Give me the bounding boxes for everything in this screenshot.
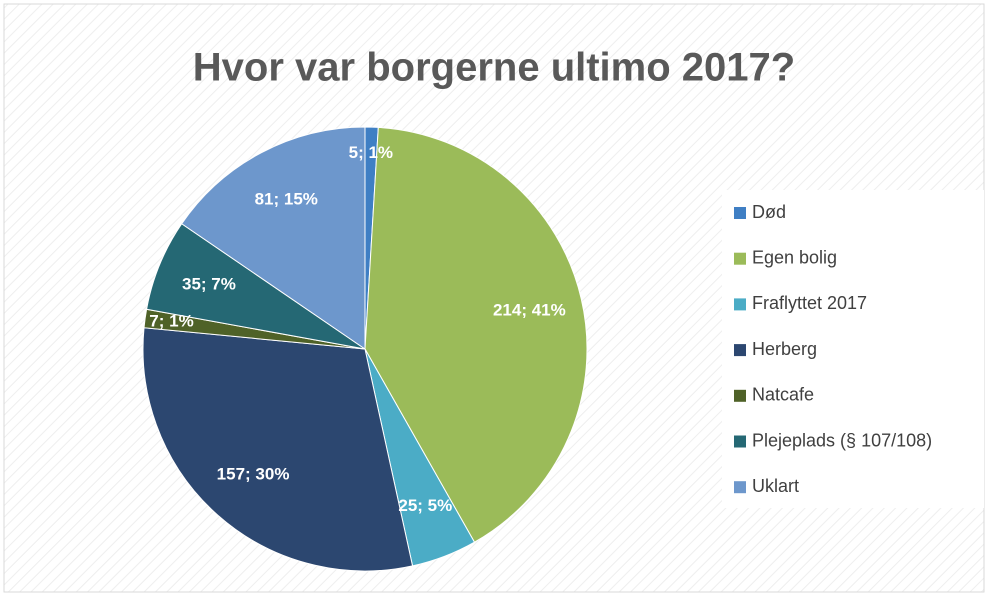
data-label: 81; 15% <box>255 189 318 208</box>
legend-label: Fraflyttet 2017 <box>752 293 867 313</box>
data-label: 5; 1% <box>349 143 393 162</box>
legend-swatch <box>734 435 746 448</box>
legend-swatch <box>734 252 746 265</box>
legend-label: Egen bolig <box>752 247 837 267</box>
legend-swatch <box>734 298 746 311</box>
data-label: 35; 7% <box>182 274 236 293</box>
data-label: 25; 5% <box>398 496 452 515</box>
data-label: 7; 1% <box>149 312 193 331</box>
legend-label: Uklart <box>752 476 799 496</box>
legend-swatch <box>734 207 746 219</box>
legend-label: Natcafe <box>752 385 814 405</box>
pie-slice <box>181 126 366 350</box>
pie-slice <box>364 126 588 543</box>
legend-label: Død <box>752 202 786 222</box>
legend-label: Plejeplads (§ 107/108) <box>752 430 932 450</box>
legend-swatch <box>734 481 746 494</box>
legend-background <box>722 190 984 508</box>
legend-label: Herberg <box>752 339 817 359</box>
chart-title: Hvor var borgerne ultimo 2017? <box>193 46 795 90</box>
data-label: 157; 30% <box>217 465 290 484</box>
data-label: 214; 41% <box>493 300 566 319</box>
legend-swatch <box>734 389 746 402</box>
legend-swatch <box>734 344 746 357</box>
pie-slice <box>142 327 414 572</box>
